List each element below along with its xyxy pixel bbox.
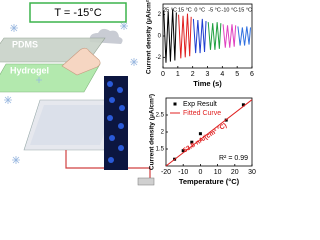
- y-tick-label: 2: [161, 130, 165, 136]
- pdms-label: PDMS: [12, 39, 38, 49]
- segment-label: 0 °C: [194, 7, 205, 13]
- hand: [61, 47, 101, 76]
- figure: T = -15°C PDMS Hydrogel 0 1 2 3 4 5 6-202Time …: [0, 0, 256, 186]
- x-tick-label: 20: [231, 169, 239, 176]
- series-line: [237, 26, 252, 46]
- legend-swatch: [173, 102, 177, 106]
- y-tick-label: 0: [158, 34, 162, 40]
- x-tick-label: -10: [178, 169, 188, 176]
- connector: [137, 177, 155, 186]
- temperature-box: [29, 2, 127, 23]
- series-line: [207, 22, 222, 50]
- illustration: T = -15°C PDMS Hydrogel: [0, 2, 155, 186]
- x-tick-label: 0: [161, 71, 165, 78]
- y-tick-label: 2: [158, 12, 162, 18]
- x-tick-label: 2: [191, 71, 195, 78]
- segment-label: -15 °C: [236, 7, 252, 13]
- point: [241, 103, 245, 107]
- x-tick-label: 3: [206, 71, 210, 78]
- x-tick-label: 1: [176, 71, 180, 78]
- segment-label: 25 °C: [163, 7, 177, 13]
- y-tick-label: -2: [156, 55, 162, 61]
- segment-label: -10 °C: [222, 7, 238, 13]
- legend-label: Fitted Curve: [183, 110, 221, 117]
- cells: [107, 81, 125, 163]
- micrograph: [104, 76, 128, 170]
- series-line: [165, 99, 253, 167]
- x-tick-label: 0: [198, 169, 202, 176]
- x-axis-title: Temperature (°C): [179, 177, 240, 186]
- series-line: [178, 13, 192, 59]
- segment-label: 15 °C: [178, 7, 192, 13]
- point: [190, 140, 194, 144]
- slope-annotation: 53.8 nA/(cm² °C): [182, 121, 229, 154]
- snowflakes: [4, 22, 138, 164]
- x-tick-label: -20: [161, 169, 171, 176]
- x-tick-label: 6: [250, 71, 254, 78]
- x-tick-label: 10: [214, 169, 222, 176]
- x-tick-label: 4: [220, 71, 224, 78]
- point: [198, 132, 202, 136]
- series-line: [163, 9, 177, 63]
- series-line: [222, 24, 237, 48]
- segment-label: -5 °C: [208, 7, 221, 13]
- series-line: [192, 18, 207, 54]
- x-axis-title: Time (s): [193, 79, 222, 88]
- y-tick-label: 1.5: [156, 147, 165, 153]
- x-tick-label: 30: [248, 169, 256, 176]
- r2-annotation: R² = 0.99: [219, 155, 248, 162]
- x-tick-label: 5: [235, 71, 239, 78]
- legend-label: Exp Result: [183, 101, 217, 108]
- y-tick-label: 2.5: [156, 113, 165, 119]
- hydrogel-label: Hydrogel: [10, 65, 49, 75]
- point: [181, 149, 185, 153]
- y-axis-title: Current density (μA/cm²): [146, 0, 153, 74]
- device-film: [30, 105, 114, 145]
- temperature-label: T = -15°C: [54, 7, 101, 19]
- y-axis-title: Current density (μA/cm²): [149, 94, 156, 170]
